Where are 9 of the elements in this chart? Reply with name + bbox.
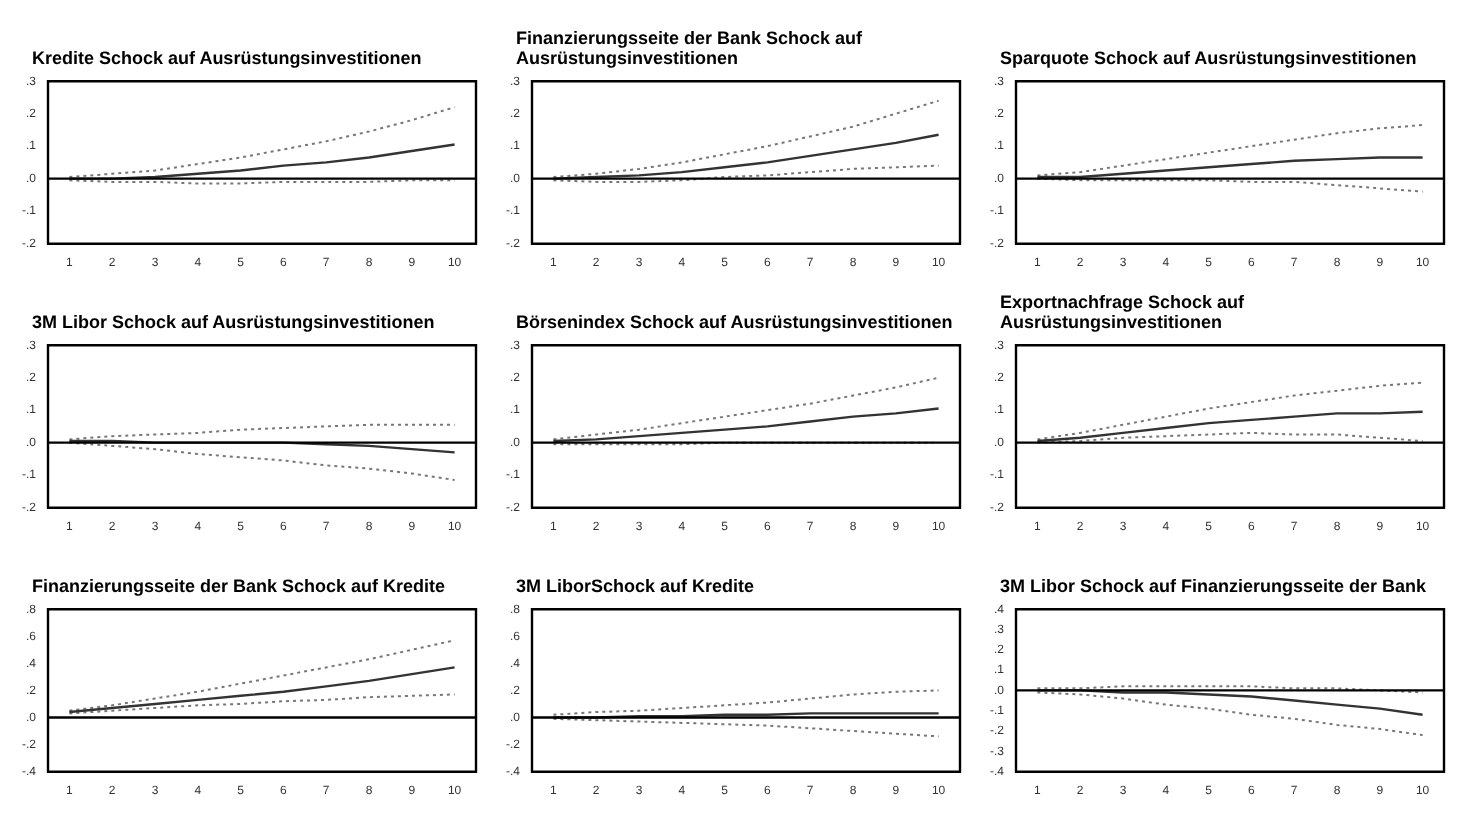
- chart-title: Exportnachfrage Schock auf Ausrüstungsinvestitionen: [998, 290, 1247, 332]
- chart-title: Kredite Schock auf Ausrüstungsinvestitionen: [30, 46, 424, 68]
- chart-title: 3M LiborSchock auf Kredite: [514, 574, 757, 596]
- chart-title: 3M Libor Schock auf Ausrüstungsinvestitionen: [30, 310, 437, 332]
- chart-title: Finanzierungsseite der Bank Schock auf Kredite: [30, 574, 448, 596]
- chart-title: Börsenindex Schock auf Ausrüstungsinvestitionen: [514, 310, 955, 332]
- chart-title: Finanzierungsseite der Bank Schock auf Ausrüstungsinvestitionen: [514, 26, 865, 68]
- chart-title: Sparquote Schock auf Ausrüstungsinvestitionen: [998, 46, 1419, 68]
- chart-title: 3M Libor Schock auf Finanzierungsseite der Bank: [998, 574, 1429, 596]
